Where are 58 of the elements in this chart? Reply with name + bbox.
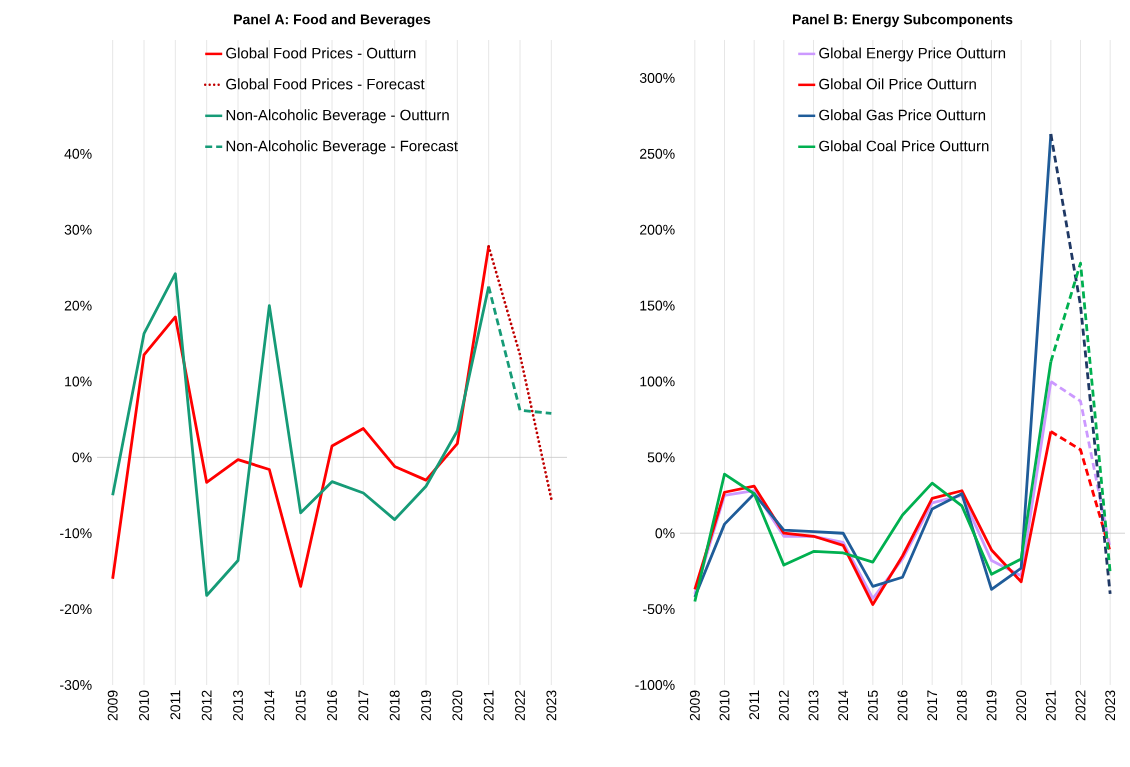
x-tick-label: 2009 [107,690,118,721]
y-tick-label: 40% [64,148,92,159]
x-tick-label: 2012 [778,690,789,721]
legend-label: Global Oil Price Outturn [819,78,976,90]
chart-title: Panel A: Food and Beverages [234,14,431,28]
x-tick-label: 2015 [295,690,306,721]
x-tick-label: 2010 [719,690,730,721]
x-tick-label: 2022 [1075,690,1086,721]
x-tick-label: 2009 [689,690,700,721]
x-tick-label: 2019 [421,690,431,721]
x-tick-label: 2016 [327,690,337,721]
x-tick-label: 2010 [139,690,149,721]
x-tick-label: 2020 [1016,690,1027,721]
x-tick-label: 2014 [264,690,275,721]
legend-label: Global Food Prices - Outturn [226,47,416,59]
x-tick-label: 2013 [808,690,819,721]
x-tick-label: 2021 [1045,690,1056,721]
x-tick-label: 2019 [986,690,997,721]
legend-label: Global Food Prices - Forecast [226,78,425,90]
x-tick-label: 2017 [358,690,369,721]
x-tick-label: 2018 [389,690,400,721]
x-tick-label: 2022 [515,690,525,721]
y-tick-label: 50% [647,452,675,463]
legend-label: Non-Alcoholic Beverage - Forecast [226,140,458,155]
legend-label: Non-Alcoholic Beverage - Outturn [226,109,449,124]
y-tick-label: 10% [65,376,92,387]
y-tick-label: 250% [640,148,675,159]
y-tick-label: 100% [640,376,675,387]
y-tick-label: 300% [639,72,675,83]
y-tick-label: 0% [655,528,675,539]
x-tick-label: 2015 [867,690,878,721]
x-tick-label: 2018 [956,690,967,721]
x-tick-label: 2017 [927,690,938,721]
x-tick-label: 2011 [749,690,760,720]
line-series [693,132,1053,599]
legend-label: Global Coal Price Outturn [819,140,989,152]
y-tick-label: -100% [635,680,675,690]
y-tick-label: 200% [640,224,675,235]
y-tick-label: -10% [60,528,92,539]
x-tick-label: 2023 [1105,690,1116,721]
x-tick-label: 2020 [452,690,463,721]
x-tick-label: 2013 [233,690,243,721]
y-tick-label: -30% [60,680,92,690]
x-tick-label: 2016 [897,690,908,721]
y-tick-label: 30% [64,224,92,235]
y-tick-label: 150% [640,300,675,311]
legend-label: Global Gas Price Outturn [819,109,986,121]
x-tick-label: 2023 [546,690,557,721]
chart-title: Panel B: Energy Subcomponents [792,14,1013,28]
x-tick-label: 2011 [170,690,181,720]
x-tick-label: 2021 [483,690,494,721]
legend-label: Global Energy Price Outturn [819,47,1006,62]
y-tick-label: -50% [643,604,675,615]
y-tick-label: 20% [64,300,92,311]
x-tick-label: 2014 [838,690,849,721]
y-tick-label: 0% [72,452,92,463]
y-tick-label: -20% [60,604,92,615]
x-tick-label: 2012 [201,690,212,721]
